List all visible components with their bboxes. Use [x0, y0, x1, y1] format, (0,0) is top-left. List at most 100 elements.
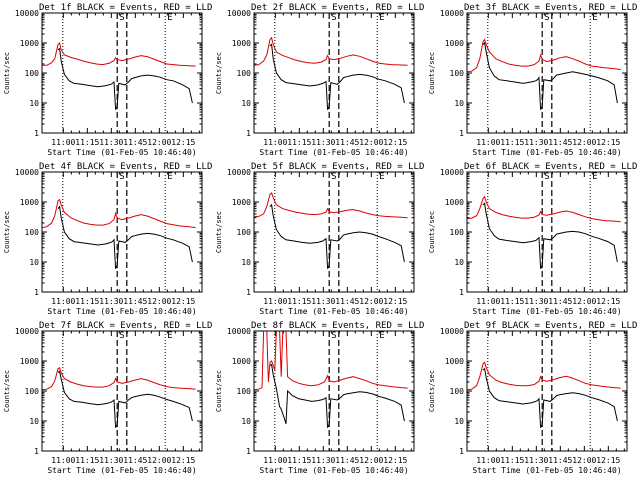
events-series-line: [482, 367, 618, 428]
plot-frame: [466, 12, 628, 134]
lld-series-line: [467, 361, 621, 391]
y-axis-label: Counts/sec: [215, 211, 223, 253]
y-tick-label: 1000: [445, 39, 464, 48]
x-tick-label: 11:15: [75, 297, 99, 306]
x-tick-label: 11:30: [524, 138, 548, 147]
x-axis-label: Start Time (01-Feb-05 10:46:40): [259, 466, 408, 475]
x-tick-label: 11:15: [287, 138, 311, 147]
top-label: E: [379, 331, 384, 341]
x-axis-label: Start Time (01-Feb-05 10:46:40): [47, 148, 196, 157]
plot-frame: [253, 12, 415, 134]
y-axis-label: Counts/sec: [215, 370, 223, 412]
y-tick-label: 1: [34, 129, 39, 138]
x-tick-label: 11:45: [123, 456, 147, 465]
y-tick-label: 10000: [15, 168, 39, 177]
y-axis-label: Counts/sec: [215, 52, 223, 94]
x-tick-label: 11:00: [263, 456, 287, 465]
lld-series-line: [254, 331, 408, 391]
x-tick-label: 11:00: [263, 138, 287, 147]
top-label: S: [119, 331, 124, 341]
x-tick-label: 11:30: [311, 138, 335, 147]
x-tick-label: 12:00: [359, 138, 383, 147]
panel-title: Det 4f BLACK = Events, RED = LLD: [39, 162, 212, 172]
panel-title: Det 8f BLACK = Events, RED = LLD: [251, 321, 424, 331]
top-label: E: [167, 172, 172, 182]
y-tick-label: 10000: [227, 168, 251, 177]
top-label: S: [331, 172, 336, 182]
x-tick-label: 11:00: [51, 138, 75, 147]
y-tick-label: 1000: [232, 357, 251, 366]
x-tick-label: 11:30: [524, 456, 548, 465]
y-tick-label: 100: [25, 69, 40, 78]
x-tick-label: 11:00: [263, 297, 287, 306]
y-tick-label: 10000: [227, 327, 251, 336]
panel-title: Det 5f BLACK = Events, RED = LLD: [251, 162, 424, 172]
lld-series-line: [254, 192, 408, 219]
x-tick-label: 12:15: [171, 297, 195, 306]
x-tick-label: 12:00: [147, 138, 171, 147]
x-tick-label: 11:30: [311, 297, 335, 306]
plot-frame: [41, 330, 203, 452]
y-tick-label: 10000: [440, 9, 464, 18]
y-tick-label: 1000: [20, 198, 39, 207]
y-tick-label: 100: [450, 228, 465, 237]
x-tick-label: 11:15: [287, 297, 311, 306]
y-tick-label: 1: [459, 288, 464, 297]
panel-title: Det 9f BLACK = Events, RED = LLD: [464, 321, 637, 331]
panel-title: Det 2f BLACK = Events, RED = LLD: [251, 3, 424, 13]
y-tick-label: 100: [237, 228, 252, 237]
y-tick-label: 100: [237, 387, 252, 396]
x-tick-label: 11:15: [287, 456, 311, 465]
plot-frame: [41, 12, 203, 134]
x-tick-label: 11:00: [476, 138, 500, 147]
top-label: E: [167, 331, 172, 341]
y-tick-label: 10: [29, 99, 39, 108]
events-series-line: [269, 203, 405, 269]
x-tick-label: 11:15: [500, 297, 524, 306]
lld-series-line: [42, 42, 196, 67]
x-tick-label: 12:15: [596, 138, 620, 147]
y-axis-label: Counts/sec: [3, 211, 11, 253]
panel-title: Det 7f BLACK = Events, RED = LLD: [39, 321, 212, 331]
y-axis-label: Counts/sec: [428, 52, 436, 94]
events-series-line: [57, 370, 193, 428]
lld-series-line: [42, 198, 196, 229]
top-label: S: [544, 172, 549, 182]
x-tick-label: 12:00: [572, 297, 596, 306]
lld-series-line: [42, 366, 196, 391]
x-axis-label: Start Time (01-Feb-05 10:46:40): [472, 307, 621, 316]
events-series-line: [269, 43, 405, 110]
x-tick-label: 11:30: [524, 297, 548, 306]
x-axis-label: Start Time (01-Feb-05 10:46:40): [47, 307, 196, 316]
x-tick-label: 12:00: [359, 456, 383, 465]
x-tick-label: 12:15: [596, 297, 620, 306]
y-tick-label: 100: [25, 228, 40, 237]
y-tick-label: 10: [241, 258, 251, 267]
y-tick-label: 1000: [232, 198, 251, 207]
y-tick-label: 1: [246, 447, 251, 456]
x-tick-label: 12:00: [572, 456, 596, 465]
y-tick-label: 10000: [227, 9, 251, 18]
y-axis-label: Counts/sec: [428, 211, 436, 253]
y-tick-label: 1000: [232, 39, 251, 48]
y-tick-label: 100: [450, 69, 465, 78]
x-tick-label: 12:00: [359, 297, 383, 306]
x-tick-label: 11:15: [500, 456, 524, 465]
x-tick-label: 11:15: [75, 456, 99, 465]
y-tick-label: 1: [459, 129, 464, 138]
y-tick-label: 10000: [15, 327, 39, 336]
y-axis-label: Counts/sec: [3, 370, 11, 412]
y-tick-label: 1: [246, 288, 251, 297]
y-tick-label: 10: [241, 417, 251, 426]
top-label: S: [119, 13, 124, 23]
x-tick-label: 12:15: [171, 456, 195, 465]
x-tick-label: 12:15: [383, 297, 407, 306]
x-tick-label: 12:00: [147, 297, 171, 306]
